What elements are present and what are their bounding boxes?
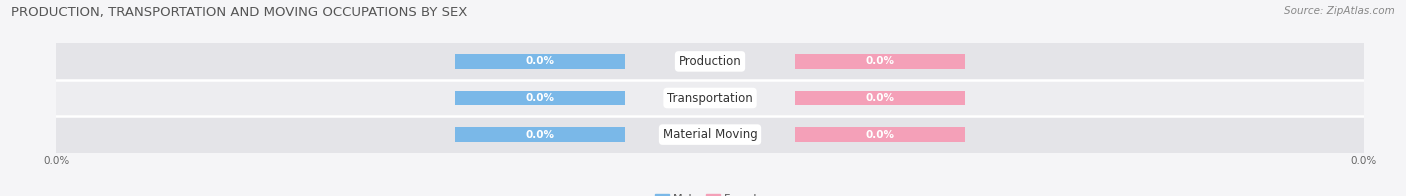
Legend: Male, Female: Male, Female xyxy=(655,194,765,196)
Text: 0.0%: 0.0% xyxy=(866,56,894,66)
Text: Source: ZipAtlas.com: Source: ZipAtlas.com xyxy=(1284,6,1395,16)
Bar xyxy=(56,43,1364,80)
Text: PRODUCTION, TRANSPORTATION AND MOVING OCCUPATIONS BY SEX: PRODUCTION, TRANSPORTATION AND MOVING OC… xyxy=(11,6,468,19)
Bar xyxy=(456,54,626,69)
Bar xyxy=(794,127,965,142)
Text: Transportation: Transportation xyxy=(668,92,752,104)
Bar xyxy=(456,91,626,105)
Text: 0.0%: 0.0% xyxy=(526,56,554,66)
Text: 0.0%: 0.0% xyxy=(866,93,894,103)
Text: Material Moving: Material Moving xyxy=(662,128,758,141)
Bar xyxy=(794,54,965,69)
Text: 0.0%: 0.0% xyxy=(866,130,894,140)
Text: 0.0%: 0.0% xyxy=(526,93,554,103)
Text: Production: Production xyxy=(679,55,741,68)
Text: 0.0%: 0.0% xyxy=(526,130,554,140)
Bar xyxy=(56,116,1364,153)
Bar xyxy=(56,80,1364,116)
Bar xyxy=(794,91,965,105)
Bar xyxy=(456,127,626,142)
